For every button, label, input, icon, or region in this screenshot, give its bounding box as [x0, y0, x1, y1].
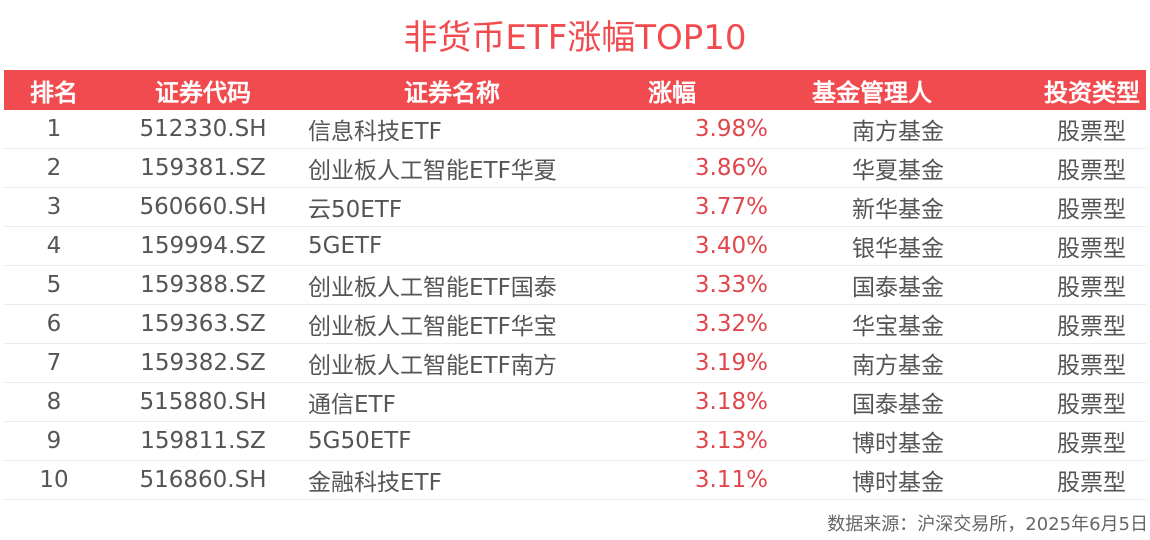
- cell-change: 3.19%: [694, 350, 768, 376]
- cell-type: 股票型: [1057, 197, 1126, 223]
- header-change: 涨幅: [648, 78, 696, 107]
- cell-manager: 南方基金: [852, 353, 944, 379]
- cell-type: 股票型: [1057, 119, 1126, 145]
- cell-code: 159811.SZ: [140, 428, 266, 454]
- cell-manager: 国泰基金: [852, 275, 944, 301]
- cell-manager: 华夏基金: [852, 158, 944, 184]
- cell-rank: 10: [39, 467, 69, 493]
- cell-change: 3.11%: [694, 467, 768, 493]
- table-row: 3 560660.SH 云50ETF 3.77% 新华基金 股票型: [4, 188, 1146, 227]
- cell-manager: 银华基金: [852, 236, 944, 262]
- header-name: 证券名称: [404, 78, 500, 107]
- cell-code: 159382.SZ: [140, 350, 266, 376]
- cell-name: 创业板人工智能ETF华宝: [308, 314, 557, 340]
- cell-type: 股票型: [1057, 431, 1126, 457]
- cell-name: 云50ETF: [308, 197, 403, 223]
- cell-name: 5GETF: [308, 233, 383, 259]
- cell-change: 3.32%: [694, 311, 768, 337]
- cell-code: 159363.SZ: [140, 311, 266, 337]
- header-type: 投资类型: [1044, 78, 1140, 107]
- table-header: 排名 证券代码 证券名称 涨幅 基金管理人 投资类型: [4, 70, 1146, 110]
- header-code: 证券代码: [155, 78, 251, 107]
- cell-rank: 3: [46, 194, 62, 220]
- cell-name: 创业板人工智能ETF华夏: [308, 158, 557, 184]
- cell-change: 3.13%: [694, 428, 768, 454]
- cell-manager: 华宝基金: [852, 314, 944, 340]
- data-source-note: 数据来源：沪深交易所，2025年6月5日: [827, 514, 1148, 535]
- table-row: 4 159994.SZ 5GETF 3.40% 银华基金 股票型: [4, 227, 1146, 266]
- table-row: 2 159381.SZ 创业板人工智能ETF华夏 3.86% 华夏基金 股票型: [4, 149, 1146, 188]
- table-row: 7 159382.SZ 创业板人工智能ETF南方 3.19% 南方基金 股票型: [4, 344, 1146, 383]
- table-row: 5 159388.SZ 创业板人工智能ETF国泰 3.33% 国泰基金 股票型: [4, 266, 1146, 305]
- cell-manager: 新华基金: [852, 197, 944, 223]
- chart-title: 非货币ETF涨幅TOP10: [403, 18, 747, 58]
- cell-manager: 博时基金: [852, 431, 944, 457]
- cell-name: 通信ETF: [308, 392, 396, 418]
- cell-type: 股票型: [1057, 236, 1126, 262]
- cell-code: 515880.SH: [139, 389, 267, 415]
- cell-code: 159388.SZ: [140, 272, 266, 298]
- table-row: 6 159363.SZ 创业板人工智能ETF华宝 3.32% 华宝基金 股票型: [4, 305, 1146, 344]
- cell-name: 创业板人工智能ETF国泰: [308, 275, 557, 301]
- cell-type: 股票型: [1057, 470, 1126, 496]
- cell-type: 股票型: [1057, 314, 1126, 340]
- cell-rank: 2: [46, 155, 62, 181]
- cell-name: 5G50ETF: [308, 428, 412, 454]
- cell-type: 股票型: [1057, 275, 1126, 301]
- cell-change: 3.33%: [694, 272, 768, 298]
- cell-change: 3.86%: [694, 155, 768, 181]
- cell-change: 3.98%: [694, 116, 768, 142]
- cell-rank: 8: [46, 389, 62, 415]
- cell-type: 股票型: [1057, 392, 1126, 418]
- cell-manager: 国泰基金: [852, 392, 944, 418]
- cell-code: 516860.SH: [139, 467, 267, 493]
- cell-rank: 1: [46, 116, 62, 142]
- cell-rank: 6: [46, 311, 62, 337]
- table-body: 1 512330.SH 信息科技ETF 3.98% 南方基金 股票型 2 159381.SZ 创…: [4, 110, 1146, 500]
- cell-rank: 7: [46, 350, 62, 376]
- table-row: 10 516860.SH 金融科技ETF 3.11% 博时基金 股票型: [4, 461, 1146, 500]
- cell-type: 股票型: [1057, 353, 1126, 379]
- table-row: 8 515880.SH 通信ETF 3.18% 国泰基金 股票型: [4, 383, 1146, 422]
- header-rank: 排名: [30, 78, 78, 107]
- header-manager: 基金管理人: [812, 78, 932, 107]
- cell-rank: 5: [46, 272, 62, 298]
- cell-manager: 南方基金: [852, 119, 944, 145]
- cell-code: 159994.SZ: [140, 233, 266, 259]
- cell-name: 金融科技ETF: [308, 470, 442, 496]
- cell-code: 512330.SH: [139, 116, 267, 142]
- cell-name: 创业板人工智能ETF南方: [308, 353, 557, 379]
- cell-change: 3.77%: [694, 194, 768, 220]
- etf-table: 排名 证券代码 证券名称 涨幅 基金管理人 投资类型 1 512330.SH 信息科…: [4, 70, 1146, 500]
- cell-change: 3.18%: [694, 389, 768, 415]
- cell-code: 560660.SH: [139, 194, 267, 220]
- cell-name: 信息科技ETF: [308, 119, 442, 145]
- table-row: 1 512330.SH 信息科技ETF 3.98% 南方基金 股票型: [4, 110, 1146, 149]
- cell-manager: 博时基金: [852, 470, 944, 496]
- cell-rank: 4: [46, 233, 62, 259]
- table-row: 9 159811.SZ 5G50ETF 3.13% 博时基金 股票型: [4, 422, 1146, 461]
- cell-code: 159381.SZ: [140, 155, 266, 181]
- cell-type: 股票型: [1057, 158, 1126, 184]
- cell-rank: 9: [46, 428, 62, 454]
- cell-change: 3.40%: [694, 233, 768, 259]
